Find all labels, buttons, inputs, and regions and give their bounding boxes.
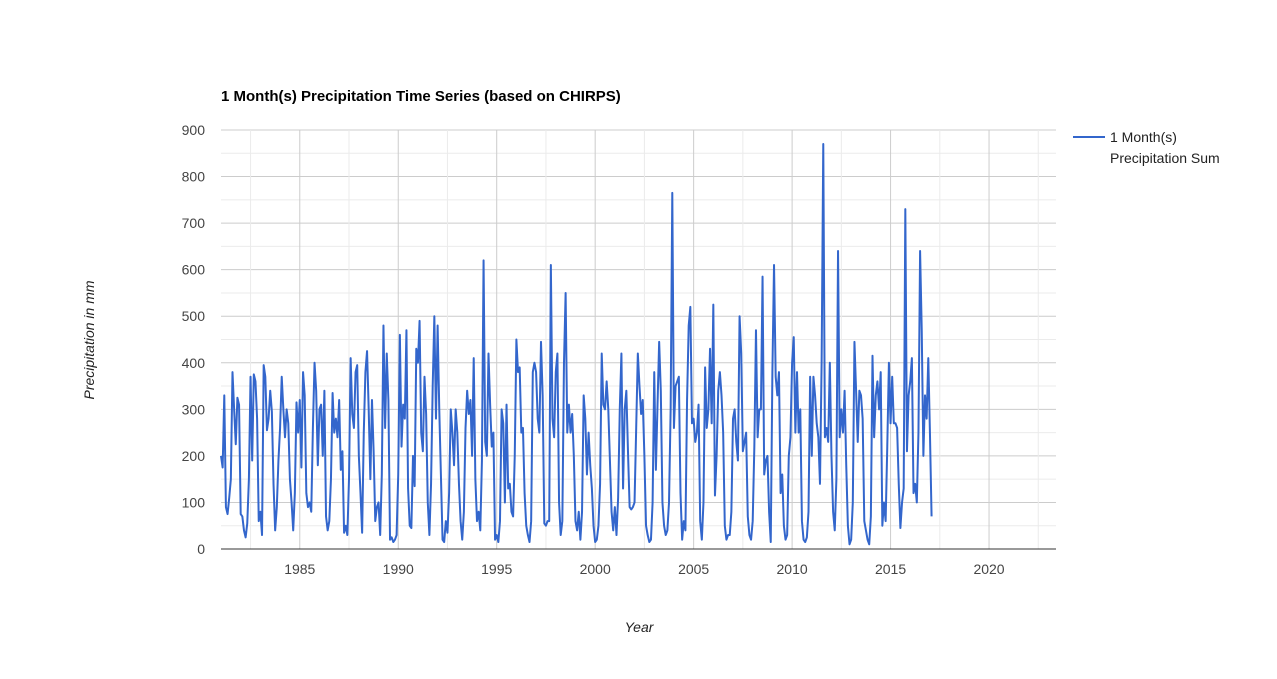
y-tick-label: 300 xyxy=(182,401,206,417)
x-tick-label: 1985 xyxy=(284,561,315,577)
y-axis-title: Precipitation in mm xyxy=(81,280,97,399)
y-tick-label: 600 xyxy=(182,262,206,278)
y-tick-label: 100 xyxy=(182,494,206,510)
x-tick-label: 2020 xyxy=(973,561,1004,577)
y-tick-label: 200 xyxy=(182,448,206,464)
series-line-precipitation xyxy=(220,142,933,546)
y-tick-label: 900 xyxy=(182,122,206,138)
x-tick-label: 2000 xyxy=(580,561,611,577)
x-tick-label: 2010 xyxy=(777,561,808,577)
y-tick-labels: 0 100 200 300 400 500 600 700 800 900 xyxy=(182,122,206,557)
x-tick-label: 1995 xyxy=(481,561,512,577)
x-tick-label: 1990 xyxy=(383,561,414,577)
y-tick-label: 500 xyxy=(182,308,206,324)
y-tick-label: 0 xyxy=(197,541,205,557)
y-tick-label: 400 xyxy=(182,355,206,371)
x-tick-label: 2015 xyxy=(875,561,906,577)
x-axis-title: Year xyxy=(625,619,655,635)
legend: 1 Month(s) Precipitation Sum xyxy=(1073,129,1220,166)
chart-title: 1 Month(s) Precipitation Time Series (ba… xyxy=(221,88,621,105)
y-tick-label: 700 xyxy=(182,215,206,231)
x-tick-labels: 1985 1990 1995 2000 2005 2010 2015 2020 xyxy=(284,561,1005,577)
series-layer xyxy=(220,142,933,546)
y-tick-label: 800 xyxy=(182,169,206,185)
x-tick-label: 2005 xyxy=(678,561,709,577)
legend-label: 1 Month(s) Precipitation Sum xyxy=(1110,129,1220,166)
